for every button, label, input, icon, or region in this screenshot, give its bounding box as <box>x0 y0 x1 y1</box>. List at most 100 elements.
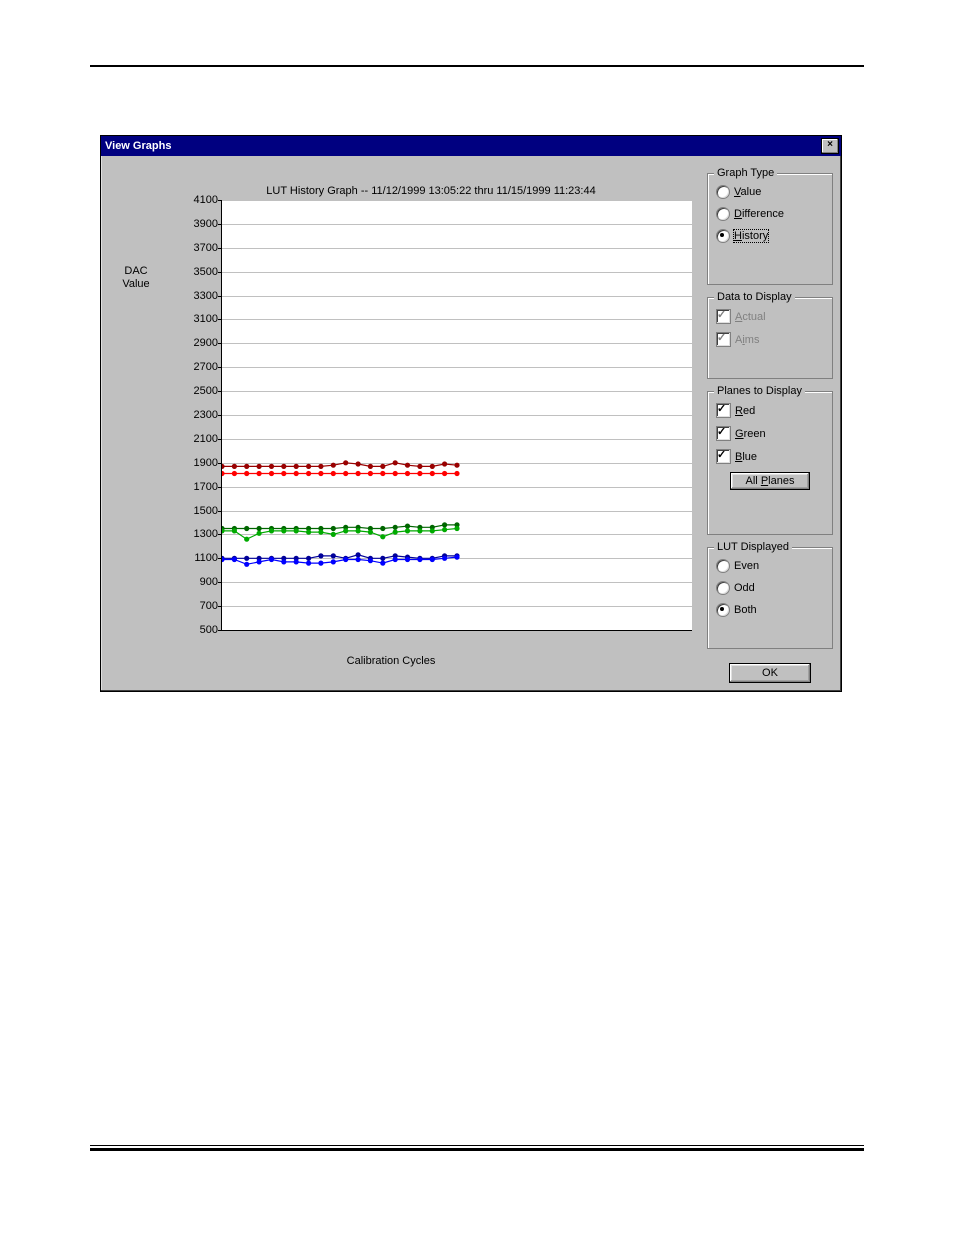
planes-option[interactable]: Green <box>716 426 826 441</box>
close-button[interactable]: × <box>821 138 839 154</box>
option-label: Aims <box>735 334 759 346</box>
series-marker <box>343 528 348 533</box>
series-marker <box>306 561 311 566</box>
planes-option[interactable]: Blue <box>716 449 826 464</box>
lut-displayed-legend: LUT Displayed <box>714 541 792 553</box>
series-marker <box>343 471 348 476</box>
ytick-label: 500 <box>178 624 222 636</box>
series-marker <box>442 556 447 561</box>
chart-canvas: 4100390037003500330031002900270025002300… <box>221 200 692 631</box>
series-marker <box>244 471 249 476</box>
close-icon: × <box>827 139 833 150</box>
ytick-label: 1100 <box>178 552 222 564</box>
series-svg <box>222 200 692 630</box>
series-marker <box>430 471 435 476</box>
ytick-label: 700 <box>178 600 222 612</box>
series-marker <box>430 464 435 469</box>
graph-type-option[interactable]: History <box>716 229 826 243</box>
series-marker <box>244 562 249 567</box>
data-to-display-option: Aims <box>716 332 826 347</box>
ok-button[interactable]: OK <box>729 663 811 683</box>
series-marker <box>356 552 361 557</box>
ytick-label: 2700 <box>178 361 222 373</box>
series-marker <box>244 464 249 469</box>
lut-displayed-option[interactable]: Even <box>716 559 826 573</box>
series-marker <box>331 553 336 558</box>
ytick-label: 3100 <box>178 313 222 325</box>
plot-area: LUT History Graph -- 11/12/1999 13:05:22… <box>161 185 701 645</box>
series-marker <box>454 526 459 531</box>
series-marker <box>380 534 385 539</box>
series-marker <box>222 471 225 476</box>
series-marker <box>417 464 422 469</box>
dialog-title: View Graphs <box>105 140 171 152</box>
lut-displayed-option[interactable]: Both <box>716 603 826 617</box>
series-marker <box>454 463 459 468</box>
graph-type-group: Graph Type ValueDifferenceHistory <box>707 173 833 285</box>
series-marker <box>393 530 398 535</box>
data-to-display-legend: Data to Display <box>714 291 795 303</box>
series-marker <box>318 530 323 535</box>
graph-type-option[interactable]: Difference <box>716 207 826 221</box>
planes-option[interactable]: Red <box>716 403 826 418</box>
series-marker <box>294 471 299 476</box>
series-marker <box>306 530 311 535</box>
ytick-label: 2100 <box>178 433 222 445</box>
series-marker <box>393 557 398 562</box>
series-marker <box>380 526 385 531</box>
option-label: Both <box>734 604 757 616</box>
option-label: Blue <box>735 451 757 463</box>
series-marker <box>405 463 410 468</box>
lut-displayed-option[interactable]: Odd <box>716 581 826 595</box>
series-marker <box>294 464 299 469</box>
series-marker <box>331 532 336 537</box>
option-label: Difference <box>734 208 784 220</box>
checkbox-icon <box>716 403 731 418</box>
series-marker <box>306 556 311 561</box>
series-marker <box>281 471 286 476</box>
graph-type-option[interactable]: Value <box>716 185 826 199</box>
series-marker <box>306 464 311 469</box>
series-marker <box>232 464 237 469</box>
series-marker <box>331 471 336 476</box>
series-marker <box>222 464 225 469</box>
series-marker <box>281 528 286 533</box>
series-marker <box>405 557 410 562</box>
series-marker <box>343 460 348 465</box>
series-marker <box>281 559 286 564</box>
ytick-label: 1500 <box>178 505 222 517</box>
series-marker <box>368 464 373 469</box>
series-marker <box>269 464 274 469</box>
radio-icon <box>716 207 730 221</box>
page-rule-bottom <box>90 1145 864 1151</box>
series-marker <box>454 471 459 476</box>
radio-icon <box>716 229 730 243</box>
series-marker <box>356 471 361 476</box>
option-label: Actual <box>735 311 766 323</box>
page-rule-top <box>90 65 864 67</box>
ytick-label: 3700 <box>178 242 222 254</box>
series-marker <box>331 559 336 564</box>
ytick-label: 3300 <box>178 290 222 302</box>
option-label: Odd <box>734 582 755 594</box>
all-planes-button[interactable]: All Planes <box>730 472 810 490</box>
series-marker <box>442 527 447 532</box>
series-marker <box>405 471 410 476</box>
series-marker <box>331 526 336 531</box>
series-marker <box>318 464 323 469</box>
series-marker <box>244 526 249 531</box>
x-axis-label: Calibration Cycles <box>101 655 681 667</box>
ytick-label: 2500 <box>178 385 222 397</box>
series-marker <box>393 460 398 465</box>
view-graphs-dialog: View Graphs × DAC Value Calibration Cycl… <box>100 135 842 692</box>
series-marker <box>343 557 348 562</box>
series-marker <box>232 471 237 476</box>
series-marker <box>417 557 422 562</box>
series-marker <box>430 557 435 562</box>
option-label: History <box>734 230 768 242</box>
series-marker <box>257 531 262 536</box>
series-marker <box>442 471 447 476</box>
series-marker <box>294 559 299 564</box>
series-marker <box>281 464 286 469</box>
ytick-label: 2300 <box>178 409 222 421</box>
